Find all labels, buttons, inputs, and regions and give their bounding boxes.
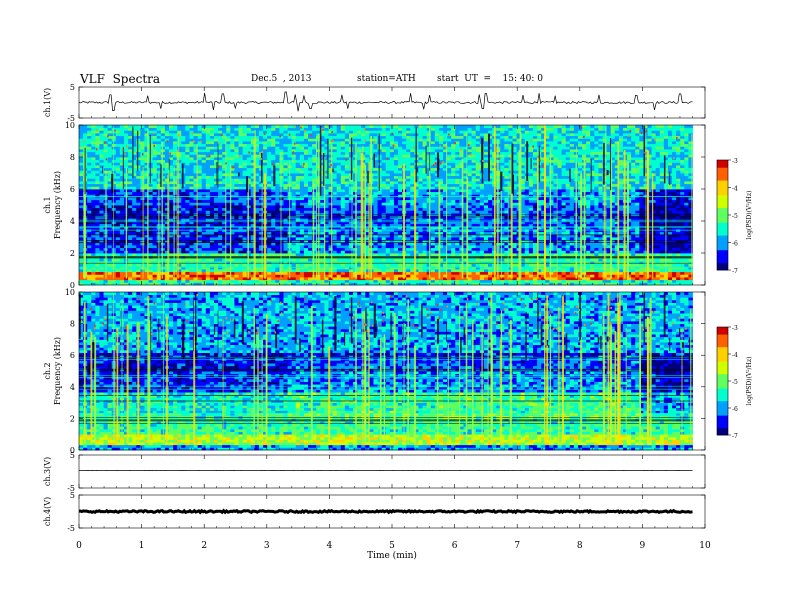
ch1-waveform-trace	[78, 91, 693, 112]
ch1-waveform-ylabel: ch.1(V)	[43, 88, 52, 117]
ch2-spectrogram-ytick: 10	[65, 288, 75, 297]
ch2-spectrogram-image	[78, 292, 693, 451]
x-tick-label: 6	[452, 541, 458, 551]
ch3-waveform-ylabel: ch.3(V)	[43, 457, 52, 486]
date-label: Dec.5 , 2013	[251, 74, 312, 84]
ch1-spectrogram-colorbar-tick: -4	[732, 186, 738, 193]
ch2-spectrogram-ytick: 0	[70, 446, 75, 455]
ch1-spectrogram-colorbar-label: log(PSD)(V²/Hz)	[746, 191, 753, 240]
ch2-spectrogram-ytick: 6	[70, 351, 75, 360]
ch2-spectrogram-colorbar	[716, 326, 731, 436]
ch2-spectrogram-colorbar-tick: -5	[732, 379, 738, 386]
ch1-spectrogram-image	[79, 125, 693, 286]
ch1-spectrogram-ytick: 6	[70, 185, 75, 194]
x-tick-label: 7	[514, 541, 520, 551]
x-tick-label: 0	[76, 541, 82, 551]
ch4-waveform-ylabel: ch.4(V)	[43, 497, 52, 526]
ch1-spectrogram-colorbar-tick: -5	[732, 213, 738, 220]
ch1-waveform-ytick: 5	[70, 83, 75, 92]
x-tick-label: 10	[699, 541, 711, 551]
x-tick-label: 5	[389, 541, 395, 551]
ch1-spectrogram-channel-label: ch.1	[43, 196, 52, 213]
ch2-spectrogram-colorbar-tick: -7	[732, 433, 738, 440]
ch1-spectrogram-colorbar-tick: -6	[732, 241, 738, 248]
ch1-spectrogram-ytick: 4	[70, 217, 75, 226]
ch2-spectrogram-ylabel: Frequency (kHz)	[53, 337, 62, 405]
ch3-waveform-ytick: -5	[67, 484, 75, 493]
start-time-label: start UT = 15: 40: 0	[437, 74, 543, 84]
ch2-spectrogram-colorbar-label: log(PSD)(V²/Hz)	[746, 357, 753, 406]
ch2-spectrogram-colorbar-tick: -4	[732, 352, 738, 359]
ch1-spectrogram-colorbar	[716, 159, 731, 271]
ch2-spectrogram-ytick: 8	[70, 320, 75, 329]
ch4-waveform-ytick: 5	[70, 491, 75, 500]
ch1-spectrogram-ylabel: Frequency (kHz)	[53, 171, 62, 239]
ch1-spectrogram-colorbar-tick: -3	[732, 158, 738, 165]
ch2-spectrogram-colorbar-tick: -3	[732, 325, 738, 332]
ch2-spectrogram-ytick: 2	[70, 414, 75, 423]
ch2-spectrogram-channel-label: ch.2	[43, 362, 52, 379]
ch1-spectrogram-ytick: 8	[70, 153, 75, 162]
x-tick-label: 4	[327, 541, 333, 551]
x-tick-label: 2	[201, 541, 207, 551]
figure-title: VLF Spectra	[80, 72, 161, 86]
ch4-waveform-ytick: -5	[67, 524, 75, 533]
x-tick-label: 3	[264, 541, 270, 551]
station-label: station=ATH	[357, 74, 416, 84]
ch1-spectrogram-ytick: 0	[70, 281, 75, 290]
ch3-waveform-frame	[78, 454, 706, 489]
ch1-spectrogram-colorbar-tick: -7	[732, 268, 738, 275]
x-axis-label: Time (min)	[367, 550, 417, 561]
ch4-waveform-trace	[78, 508, 693, 515]
ch1-spectrogram-ytick: 2	[70, 249, 75, 258]
x-tick-label: 1	[139, 541, 145, 551]
ch2-spectrogram-colorbar-tick: -6	[732, 406, 738, 413]
ch1-spectrogram-ytick: 10	[65, 121, 75, 130]
x-tick-label: 8	[577, 541, 583, 551]
ch1-waveform-ytick: -5	[67, 114, 75, 123]
ch2-spectrogram-ytick: 4	[70, 383, 75, 392]
ch3-waveform-ytick: 5	[70, 451, 75, 460]
x-tick-label: 9	[640, 541, 646, 551]
